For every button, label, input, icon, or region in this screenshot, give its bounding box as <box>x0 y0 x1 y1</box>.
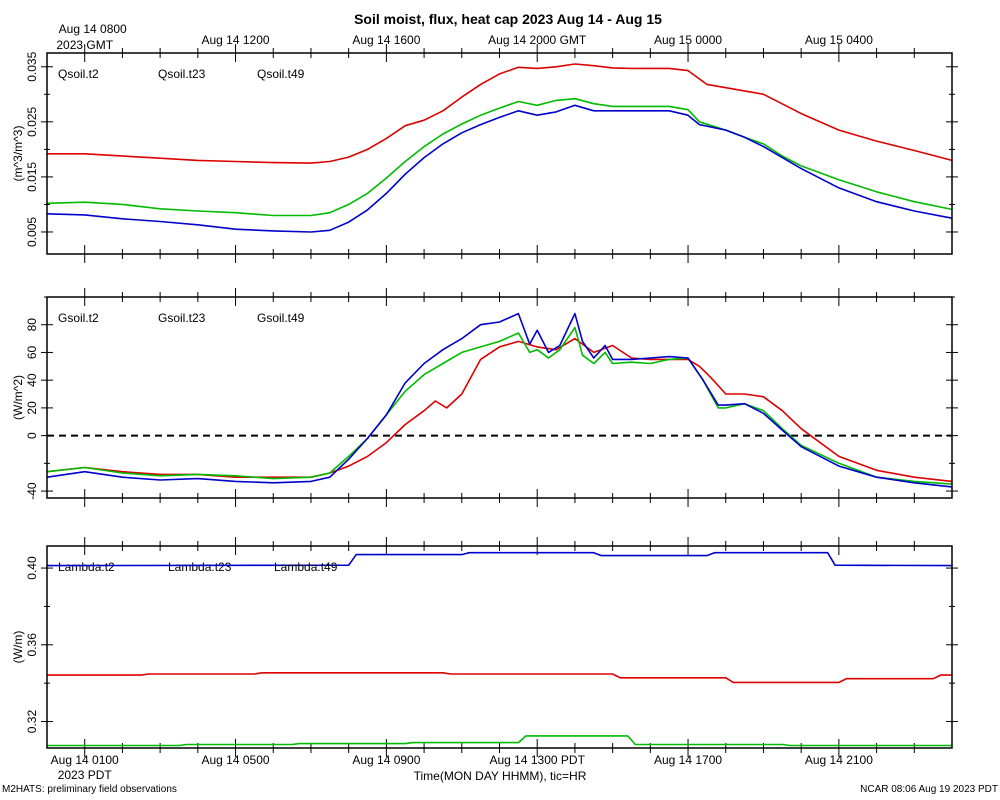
series-line-Qsoil.t2 <box>47 63 953 164</box>
top-axis-tick-label: Aug 14 0800 <box>59 22 127 36</box>
series-line-Gsoil.t23 <box>46 326 953 485</box>
y-tick-label: -40 <box>25 482 39 500</box>
y-tick-label: 80 <box>25 318 39 332</box>
bottom-time-axis: Aug 14 0100 Aug 14 0500 Aug 14 0900 Aug 14 … <box>51 753 874 782</box>
y-tick-label: 20 <box>25 401 39 415</box>
y-tick-label: 0.40 <box>25 556 39 580</box>
bottom-axis-tick-label: Aug 14 0100 <box>51 753 119 767</box>
plot-frame <box>46 52 953 255</box>
y-tick-label: 40 <box>25 373 39 387</box>
plot-frame <box>46 296 953 499</box>
series-line-Gsoil.t49 <box>46 312 953 488</box>
bottom-axis-tick-label: Aug 14 1700 <box>654 753 722 767</box>
x-axis-title: Time(MON DAY HHMM), tic=HR <box>414 769 587 783</box>
bottom-axis-sublabel: 2023 PDT <box>58 768 113 782</box>
series-line-Qsoil.t23 <box>46 97 953 217</box>
legend-entry: Lambda.t49 <box>274 560 338 574</box>
series-line-Lambda.t49 <box>46 551 953 567</box>
legend-entry: Qsoil.t23 <box>158 67 206 81</box>
y-tick-label: 0.36 <box>25 633 39 657</box>
bottom-axis-tick-label: Aug 14 1300 PDT <box>490 753 586 767</box>
panel-3: 0.32 0.36 0.40 (W/m) Lambda.t2 Lambda.t23 Lamb… <box>11 537 958 757</box>
series-line-Gsoil.t2 <box>46 337 953 483</box>
legend-entry: Lambda.t23 <box>168 560 232 574</box>
y-tick-label: 60 <box>25 345 39 359</box>
y-axis-label: (W/m) <box>11 631 25 664</box>
legend-entry: Gsoil.t49 <box>257 311 305 325</box>
y-tick-label: 0.025 <box>25 106 39 136</box>
y-tick-label: 0.015 <box>25 162 39 192</box>
series-line-Lambda.t23 <box>47 735 952 747</box>
series-line-Lambda.t2 <box>47 671 952 684</box>
bottom-axis-tick-label: Aug 14 2100 <box>805 753 873 767</box>
chart-title: Soil moist, flux, heat cap 2023 Aug 14 -… <box>354 11 662 27</box>
bottom-axis-tick-label: Aug 14 0900 <box>352 753 420 767</box>
legend-entry: Gsoil.t23 <box>158 311 206 325</box>
y-tick-label: 0.005 <box>25 217 39 247</box>
bottom-axis-tick-label: Aug 14 0500 <box>202 753 270 767</box>
y-axis-label: (m^3/m^3) <box>11 126 25 182</box>
top-axis-tick-label: Aug 14 1600 <box>352 33 420 47</box>
y-tick-label: 0 <box>25 432 39 439</box>
plot-frame <box>46 545 953 749</box>
top-axis-tick-label: Aug 15 0000 <box>654 33 722 47</box>
legend-entry: Lambda.t2 <box>58 560 115 574</box>
legend-entry: Gsoil.t2 <box>58 311 99 325</box>
y-tick-label: 0.035 <box>25 51 39 81</box>
panel-1: 0.005 0.015 0.025 0.035 (m^3/m^3) Qsoil.t2 Qso… <box>11 44 958 263</box>
y-axis-label: (W/m^2) <box>11 375 25 420</box>
top-axis-tick-label: Aug 14 1200 <box>202 33 270 47</box>
top-axis-tick-label: Aug 14 2000 GMT <box>488 33 587 47</box>
top-axis-tick-label: Aug 15 0400 <box>805 33 873 47</box>
footer-left-note: M2HATS: preliminary field observations <box>2 784 177 795</box>
footer-right-note: NCAR 08:06 Aug 19 2023 PDT <box>860 784 998 795</box>
legend-entry: Qsoil.t2 <box>58 67 99 81</box>
series-line-Qsoil.t49 <box>46 104 953 233</box>
legend-entry: Qsoil.t49 <box>257 67 305 81</box>
panel-2: -40 0 20 40 60 80 (W/m^2) Gsoil.t2 Gsoil.t23 Gsoi… <box>11 288 958 507</box>
y-tick-label: 0.32 <box>25 710 39 734</box>
